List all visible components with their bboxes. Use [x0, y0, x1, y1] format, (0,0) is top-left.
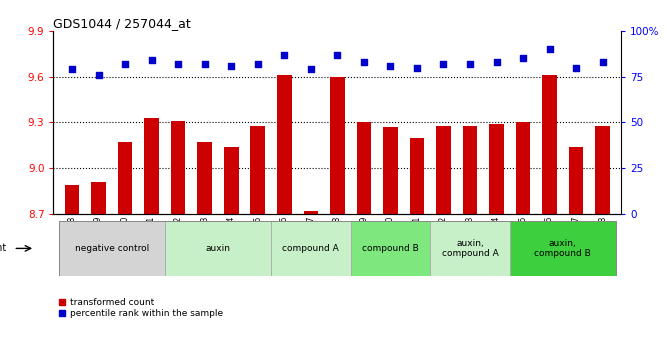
- Point: [120, 61, 130, 67]
- Bar: [357, 122, 371, 214]
- Bar: [277, 75, 291, 214]
- Bar: [250, 126, 265, 214]
- Point: [279, 52, 290, 58]
- Text: auxin: auxin: [206, 244, 230, 253]
- Point: [67, 67, 77, 72]
- Bar: [351, 221, 430, 276]
- Text: GDS1044 / 257044_at: GDS1044 / 257044_at: [53, 17, 191, 30]
- Text: compound A: compound A: [283, 244, 339, 253]
- Bar: [92, 182, 106, 214]
- Bar: [430, 221, 510, 276]
- Point: [94, 72, 104, 78]
- Bar: [489, 124, 504, 214]
- Bar: [330, 77, 345, 214]
- Point: [518, 56, 528, 61]
- Point: [253, 61, 263, 67]
- Bar: [171, 121, 186, 214]
- Bar: [224, 147, 238, 214]
- Bar: [118, 142, 132, 214]
- Point: [359, 59, 369, 65]
- Point: [465, 61, 476, 67]
- Bar: [542, 75, 557, 214]
- Bar: [59, 221, 165, 276]
- Text: negative control: negative control: [75, 244, 149, 253]
- Text: agent: agent: [0, 244, 7, 253]
- Bar: [510, 221, 616, 276]
- Bar: [144, 118, 159, 214]
- Point: [332, 52, 343, 58]
- Point: [226, 63, 236, 69]
- Bar: [271, 221, 351, 276]
- Bar: [383, 127, 397, 214]
- Point: [146, 58, 157, 63]
- Text: compound B: compound B: [362, 244, 419, 253]
- Point: [597, 59, 608, 65]
- Bar: [516, 122, 530, 214]
- Bar: [303, 211, 318, 214]
- Text: auxin,
compound A: auxin, compound A: [442, 239, 498, 258]
- Point: [438, 61, 449, 67]
- Text: auxin,
compound B: auxin, compound B: [534, 239, 591, 258]
- Point: [385, 63, 395, 69]
- Bar: [595, 126, 610, 214]
- Bar: [409, 138, 424, 214]
- Point: [305, 67, 316, 72]
- Bar: [436, 126, 451, 214]
- Point: [411, 65, 422, 70]
- Point: [173, 61, 184, 67]
- Point: [199, 61, 210, 67]
- Bar: [197, 142, 212, 214]
- Bar: [65, 185, 79, 214]
- Point: [491, 59, 502, 65]
- Bar: [165, 221, 271, 276]
- Bar: [569, 147, 583, 214]
- Point: [544, 47, 555, 52]
- Legend: transformed count, percentile rank within the sample: transformed count, percentile rank withi…: [58, 298, 223, 318]
- Bar: [463, 126, 478, 214]
- Point: [570, 65, 581, 70]
